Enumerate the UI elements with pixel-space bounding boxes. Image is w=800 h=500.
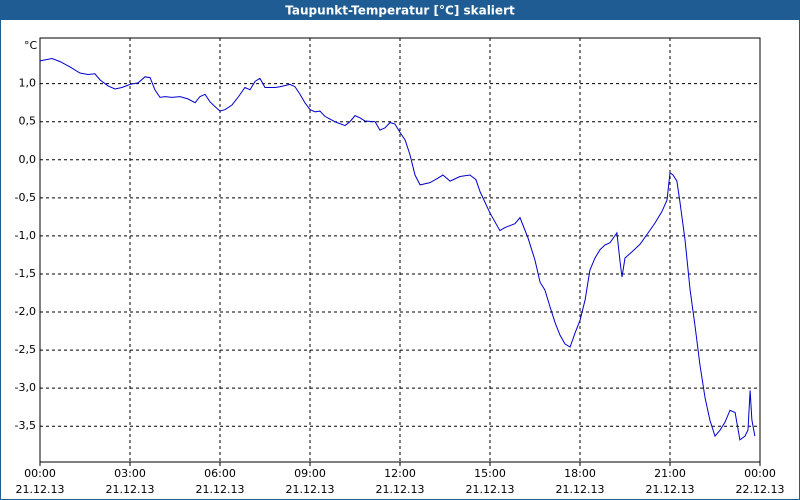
x-tick-date: 21.12.13 bbox=[646, 483, 695, 496]
x-tick-label: 15:00 bbox=[474, 467, 506, 480]
x-tick-label: 00:00 bbox=[24, 467, 56, 480]
x-tick-date: 21.12.13 bbox=[466, 483, 515, 496]
y-tick-label: 1,0 bbox=[19, 77, 37, 90]
y-tick-label: 0,5 bbox=[19, 115, 37, 128]
x-tick-date: 21.12.13 bbox=[376, 483, 425, 496]
x-tick-date: 21.12.13 bbox=[196, 483, 245, 496]
x-tick-date: 22.12.13 bbox=[736, 483, 785, 496]
x-tick-date: 21.12.13 bbox=[16, 483, 65, 496]
x-tick-label: 00:00 bbox=[744, 467, 776, 480]
y-tick-label: 0,0 bbox=[19, 153, 37, 166]
plot-frame bbox=[39, 37, 761, 463]
y-tick-label: -1,5 bbox=[15, 267, 36, 280]
y-tick-label: -2,5 bbox=[15, 343, 36, 356]
x-tick-date: 21.12.13 bbox=[286, 483, 335, 496]
title-bar bbox=[0, 0, 800, 20]
y-tick-label: -2,0 bbox=[15, 305, 36, 318]
y-tick-label: -0,5 bbox=[15, 191, 36, 204]
x-tick-date: 21.12.13 bbox=[106, 483, 155, 496]
y-unit: °C bbox=[24, 39, 38, 52]
x-tick-label: 18:00 bbox=[564, 467, 596, 480]
data-line bbox=[39, 58, 756, 441]
y-tick-label: -1,0 bbox=[15, 229, 36, 242]
x-tick-label: 21:00 bbox=[654, 467, 686, 480]
x-tick-label: 09:00 bbox=[294, 467, 326, 480]
y-tick-label: -3,0 bbox=[15, 381, 36, 394]
x-tick-label: 12:00 bbox=[384, 467, 416, 480]
x-tick-label: 03:00 bbox=[114, 467, 146, 480]
chart-title: Taupunkt-Temperatur [°C] skaliert bbox=[285, 4, 515, 18]
x-tick-date: 21.12.13 bbox=[556, 483, 605, 496]
y-tick-label: -3,5 bbox=[15, 419, 36, 432]
x-tick-label: 06:00 bbox=[204, 467, 236, 480]
